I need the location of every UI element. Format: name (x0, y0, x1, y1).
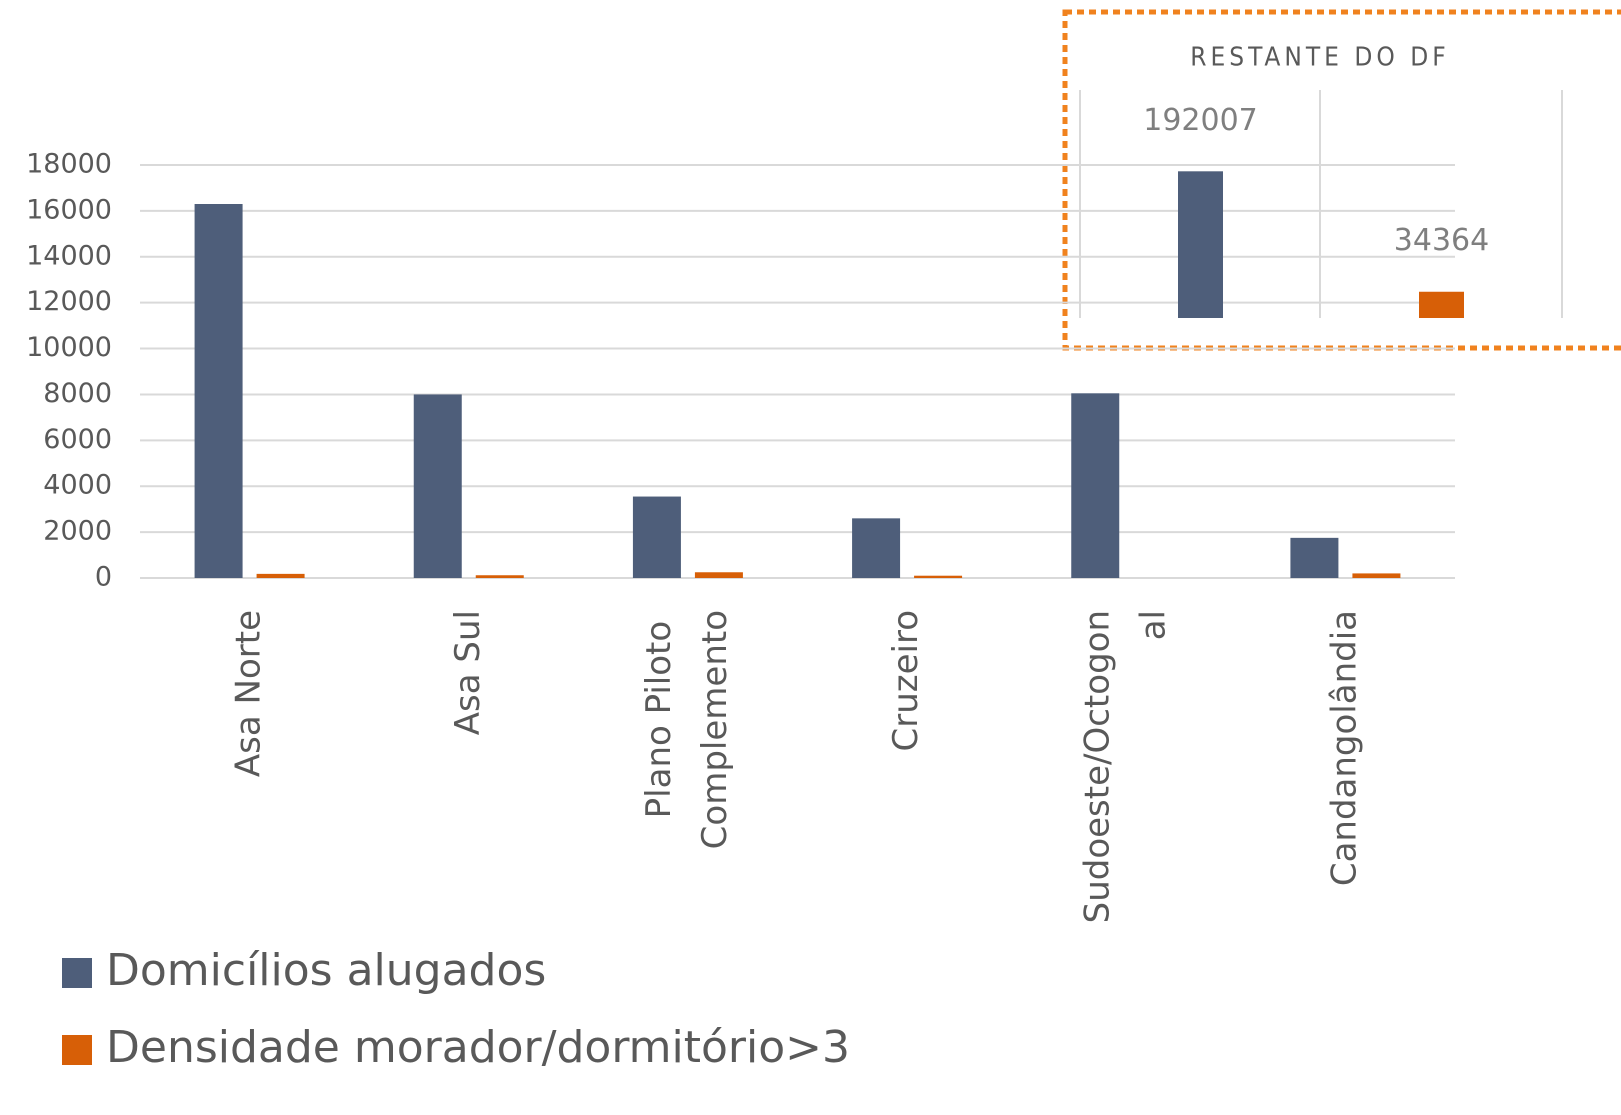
legend-swatch (62, 1035, 92, 1065)
y-tick-label: 14000 (26, 240, 112, 271)
inset-bar (1419, 291, 1464, 318)
y-tick-label: 10000 (26, 332, 112, 363)
x-tick-label: Plano Piloto Complemento (638, 610, 734, 849)
y-tick-label: 8000 (43, 378, 112, 409)
x-tick-label: Cruzeiro (886, 610, 926, 752)
data-label: 192007 (1143, 103, 1258, 138)
legend-label: Densidade morador/dormitório>3 (106, 1022, 850, 1073)
bar (194, 204, 243, 578)
y-tick-label: 18000 (26, 149, 112, 180)
bar (475, 575, 524, 578)
y-tick-label: 12000 (26, 286, 112, 317)
x-tick-label: Asa Sul (447, 610, 487, 735)
data-label: 34364 (1394, 223, 1489, 258)
inset-bar (1178, 171, 1223, 318)
bar (256, 573, 305, 578)
y-tick-label: 0 (95, 562, 112, 593)
y-tick-label: 16000 (26, 194, 112, 225)
bar (694, 572, 743, 578)
y-tick-label: 2000 (43, 516, 112, 547)
bar (632, 496, 681, 578)
bar (1290, 537, 1339, 578)
legend-swatch (62, 958, 92, 988)
legend-label: Domicílios alugados (106, 945, 546, 996)
inset-frame (1062, 9, 1621, 351)
y-tick-label: 4000 (43, 470, 112, 501)
bar (1352, 573, 1401, 578)
inset-title: RESTANTE DO DF (1190, 43, 1449, 73)
x-tick-label: Sudoeste/Octogon al (1077, 610, 1173, 923)
y-tick-label: 6000 (43, 424, 112, 455)
bar (413, 394, 462, 578)
bar (852, 518, 901, 578)
bar (1071, 393, 1120, 578)
bar (914, 575, 963, 578)
x-tick-label: Candangolândia (1324, 610, 1364, 886)
x-tick-label: Asa Norte (228, 610, 268, 777)
